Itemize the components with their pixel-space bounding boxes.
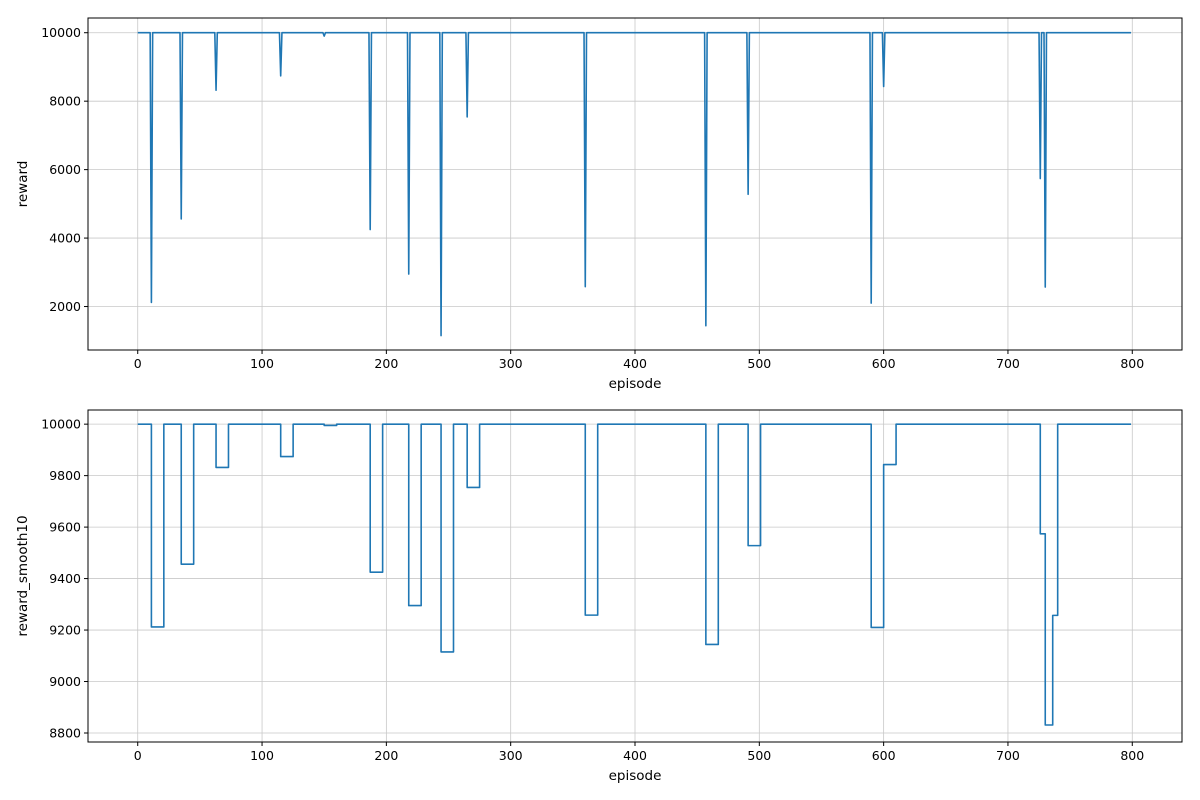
x-tick-label: 400 [623, 748, 647, 763]
x-tick-label: 300 [499, 356, 523, 371]
x-tick-label: 100 [250, 748, 274, 763]
reward-smooth10-plot: 0 100 200 300 400 500 600 700 800 8800 9000 9200 940… [15, 409, 1183, 784]
y-tick-label: 8800 [49, 725, 81, 740]
x-tick-label: 500 [747, 356, 771, 371]
y-axis-label: reward_smooth10 [15, 515, 31, 636]
y-axis-label: reward [15, 161, 31, 208]
y-tick-label: 4000 [49, 231, 81, 246]
x-tick-label: 500 [747, 748, 771, 763]
x-tick-label: 800 [1120, 356, 1144, 371]
x-tick-label: 700 [996, 356, 1020, 371]
x-tick-label: 400 [623, 356, 647, 371]
x-tick-label: 800 [1120, 748, 1144, 763]
series-line-reward [137, 31, 1132, 337]
series-line-reward-smooth10 [137, 423, 1132, 726]
x-axis-label: episode [609, 768, 662, 784]
x-tick-label: 0 [134, 748, 142, 763]
y-tick-label: 2000 [49, 299, 81, 314]
y-tick-label: 10000 [41, 417, 81, 432]
y-tick-label: 9000 [49, 674, 81, 689]
x-tick-label: 200 [374, 748, 398, 763]
y-tick-label: 6000 [49, 162, 81, 177]
y-tick-label: 9400 [49, 571, 81, 586]
y-tick-label: 8000 [49, 94, 81, 109]
x-tick-label: 600 [872, 748, 896, 763]
x-tick-label: 0 [134, 356, 142, 371]
reward-plot: 0 100 200 300 400 500 600 700 800 2000 4000 6000 800… [15, 17, 1183, 392]
x-tick-label: 600 [872, 356, 896, 371]
x-tick-label: 700 [996, 748, 1020, 763]
y-tick-label: 9200 [49, 623, 81, 638]
y-tick-label: 10000 [41, 25, 81, 40]
x-tick-label: 200 [374, 356, 398, 371]
x-tick-label: 100 [250, 356, 274, 371]
x-axis-label: episode [609, 376, 662, 392]
x-tick-label: 300 [499, 748, 523, 763]
y-tick-label: 9600 [49, 520, 81, 535]
y-tick-label: 9800 [49, 468, 81, 483]
